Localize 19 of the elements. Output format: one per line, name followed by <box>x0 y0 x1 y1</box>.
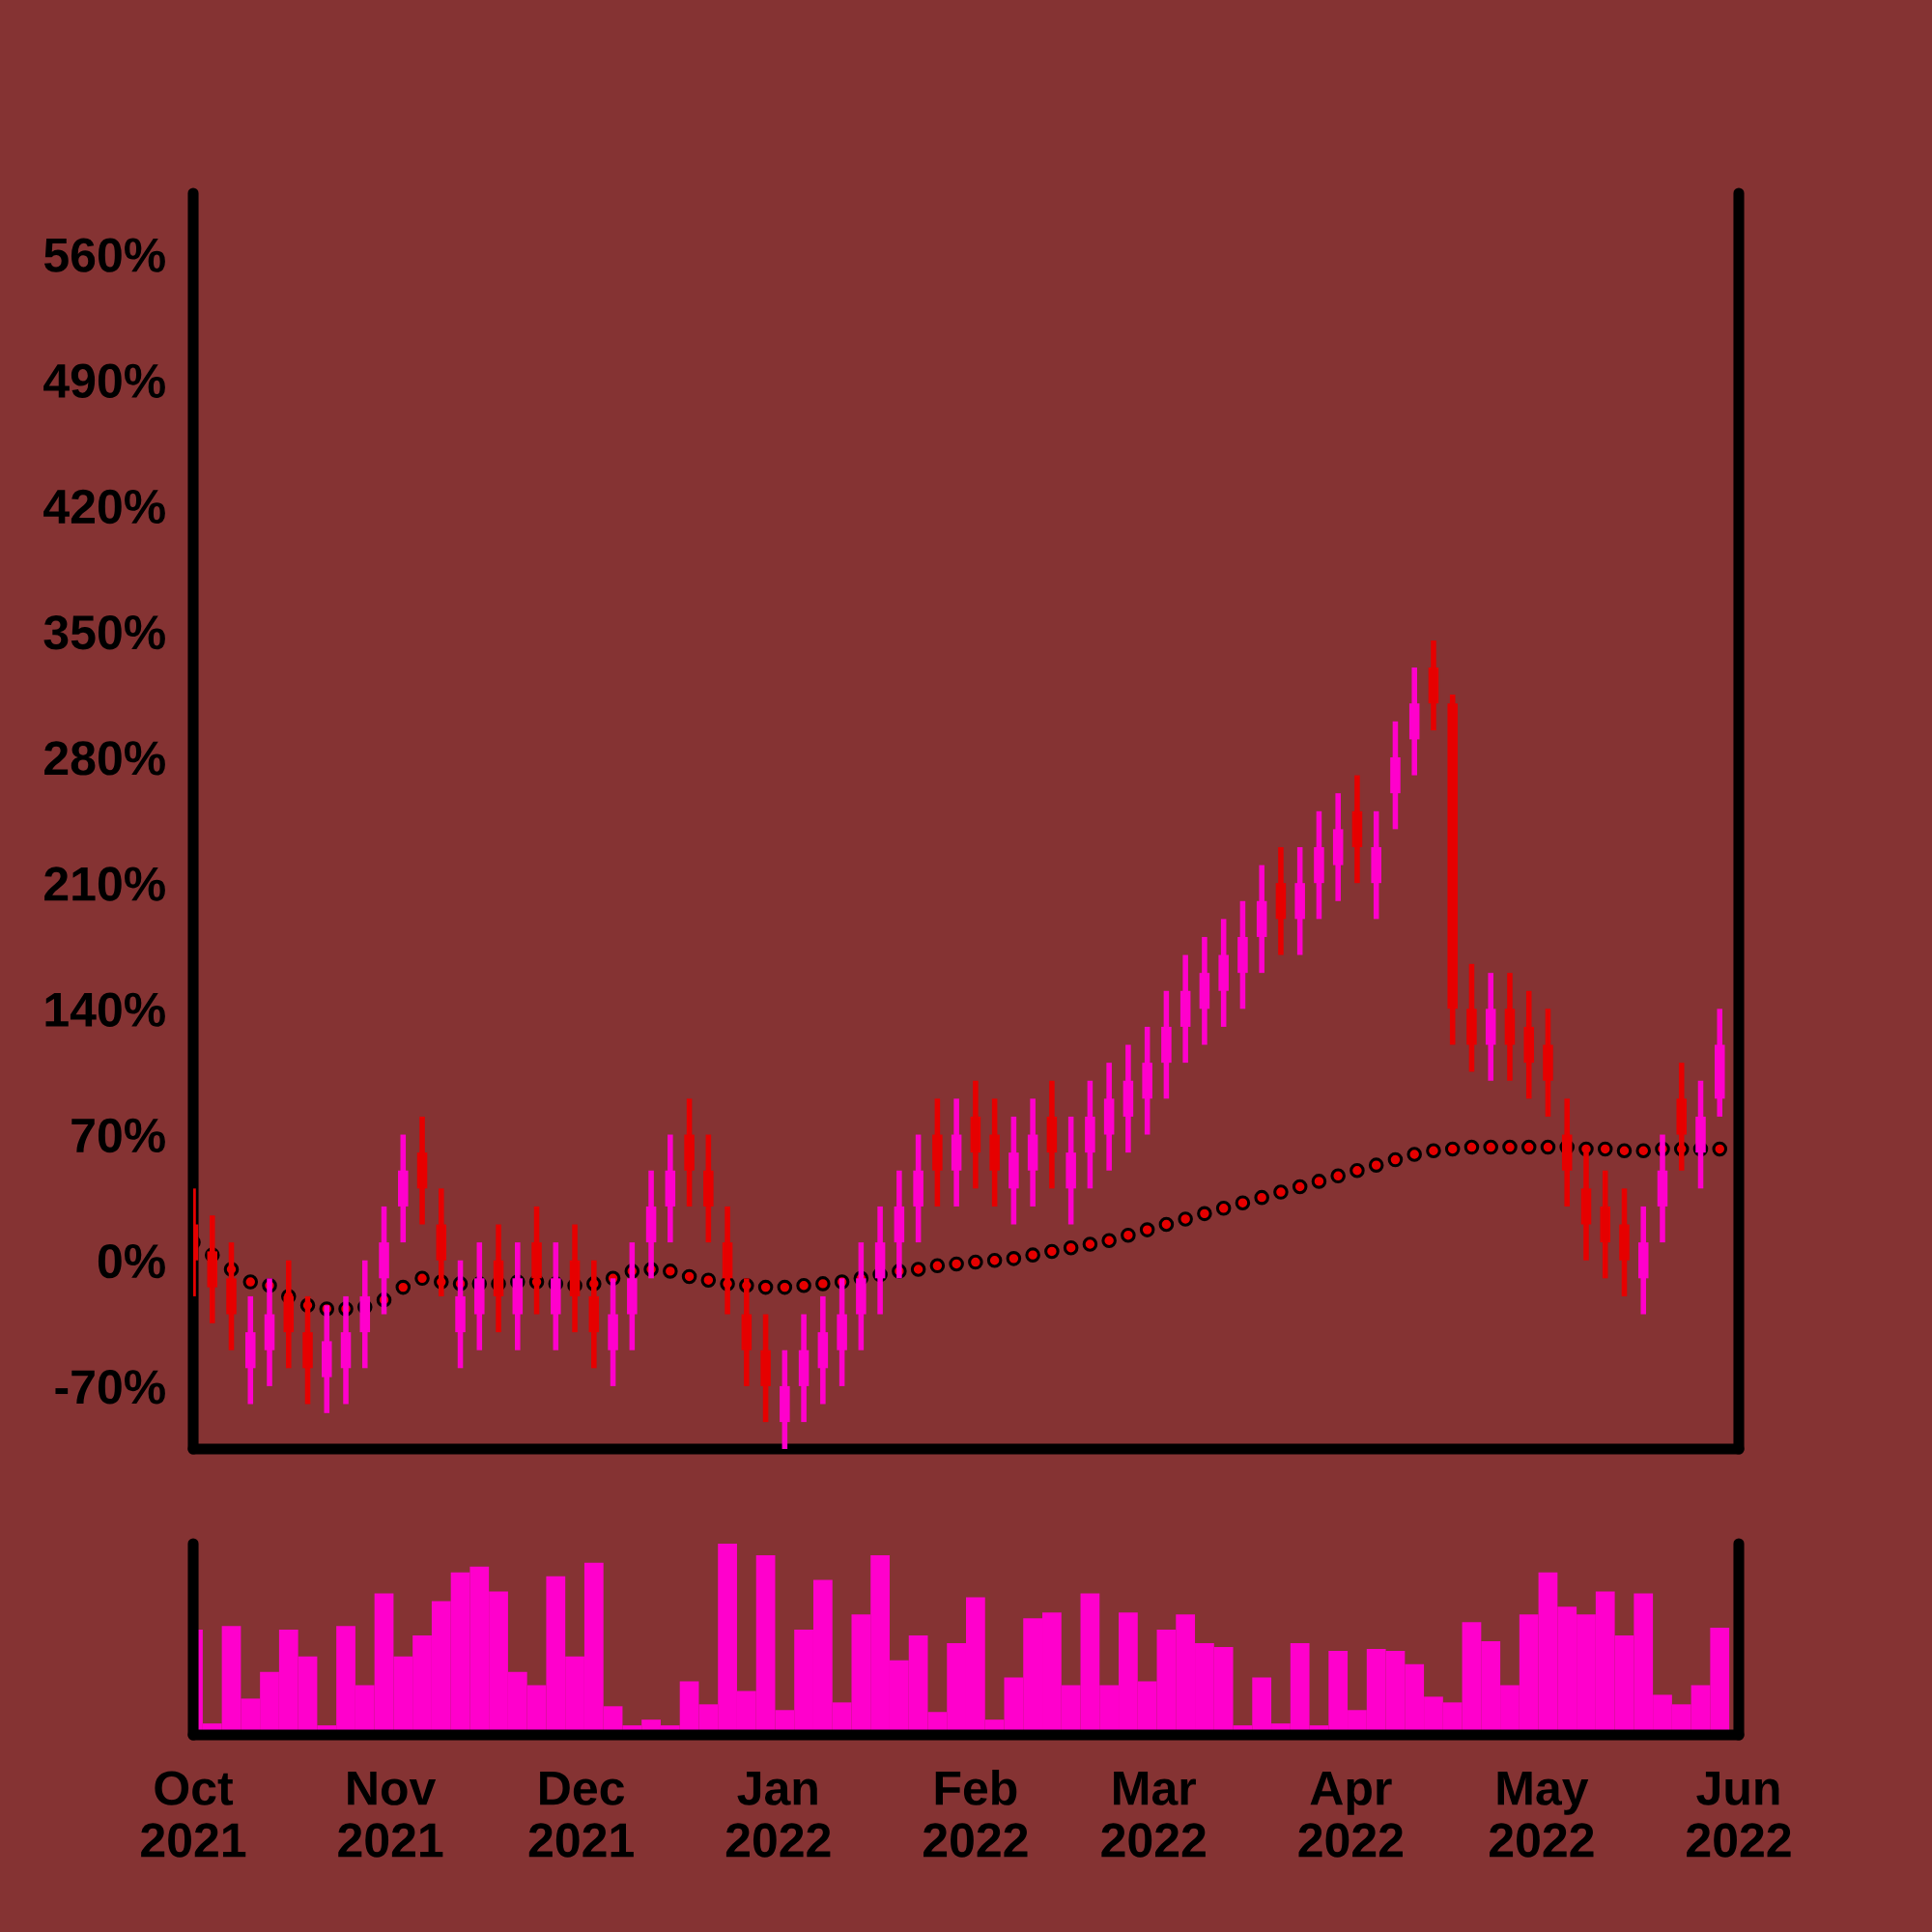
y-tick-label: 420% <box>43 489 165 525</box>
x-tick-label: Mar 2022 <box>1101 1771 1206 1858</box>
y-tick-label: 140% <box>45 992 165 1027</box>
y-tick-label: 210% <box>44 867 165 901</box>
y-tick-label: 70% <box>71 1118 165 1153</box>
y-tick-label: 280% <box>44 741 165 776</box>
x-tick-label: Apr 2022 <box>1298 1771 1403 1858</box>
x-tick-label: Dec 2021 <box>528 1771 634 1858</box>
y-tick-label: 490% <box>43 363 165 399</box>
y-tick-label: 0% <box>98 1243 165 1279</box>
x-tick-label: Feb 2022 <box>923 1770 1028 1858</box>
y-tick-label: 560% <box>43 238 165 272</box>
y-tick-label: -70% <box>55 1370 165 1405</box>
x-tick-label: Nov 2021 <box>338 1771 443 1858</box>
x-tick-label: Oct 2021 <box>141 1771 246 1858</box>
x-tick-label: Jan 2022 <box>725 1771 831 1858</box>
x-tick-label: Jun 2022 <box>1687 1771 1791 1858</box>
x-tick-label: May 2022 <box>1490 1771 1594 1858</box>
y-tick-label: 350% <box>43 614 165 650</box>
